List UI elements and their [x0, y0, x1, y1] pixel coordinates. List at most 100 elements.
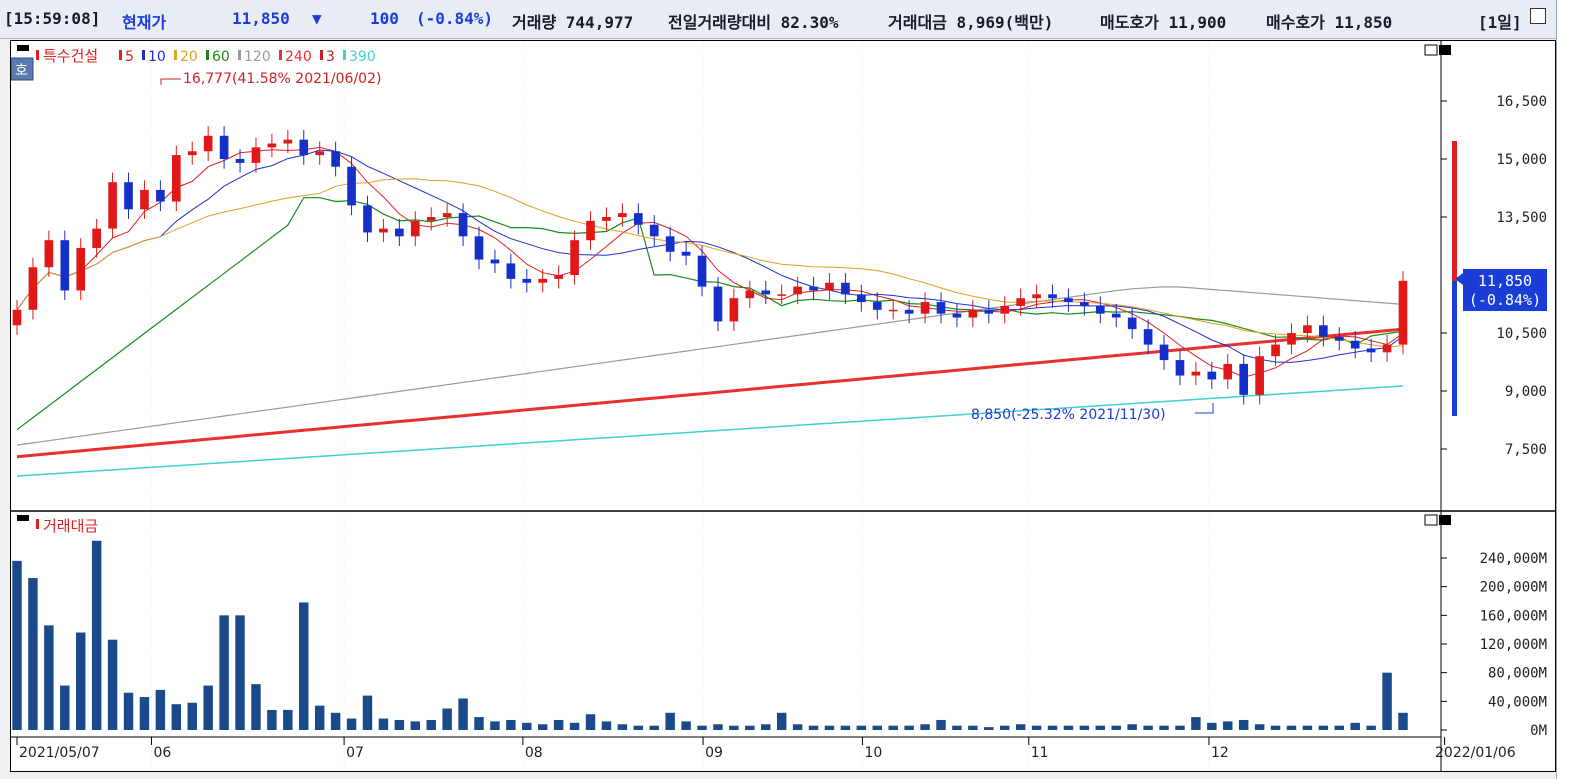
volume-bar — [283, 709, 293, 730]
candle-body — [363, 205, 372, 233]
volume-menu-icon[interactable] — [17, 515, 29, 521]
volume-bar — [490, 721, 500, 730]
candle-body — [1334, 336, 1344, 341]
volume-close-icon[interactable] — [1439, 515, 1451, 525]
volume-bar — [665, 712, 675, 730]
candle-body — [187, 151, 197, 156]
volume-bar — [617, 724, 628, 730]
volume-label: 거래량 744,977 — [512, 13, 634, 32]
candle-body — [108, 182, 117, 229]
x-tick-label: 06 — [153, 745, 171, 761]
candle-body — [793, 286, 802, 295]
candle-body — [618, 213, 627, 217]
volume-bar — [1223, 721, 1233, 730]
axes: 16,500 15,000 13,500 10,500 9,000 7,500 0M 40,0… — [11, 94, 1547, 761]
volume-bar — [1238, 719, 1249, 730]
legend-label: 240 — [285, 49, 312, 65]
x-tick-label: 10 — [864, 745, 882, 761]
volume-bar — [1159, 725, 1169, 730]
ma-line-5 — [16, 146, 1404, 378]
side-button-label: 호 — [15, 63, 28, 79]
low-marker — [1195, 403, 1214, 414]
maximize-icon[interactable] — [1424, 44, 1438, 56]
volume-bar — [314, 705, 325, 730]
volume-bar — [729, 725, 739, 730]
candle-body — [1016, 298, 1025, 306]
volume-bar — [1143, 725, 1153, 730]
close-icon[interactable] — [1439, 45, 1451, 55]
volume-bar — [91, 540, 102, 730]
candle-body — [777, 294, 787, 296]
candle-body — [1366, 348, 1376, 353]
volume-bar — [442, 708, 452, 730]
candle-body — [251, 147, 261, 163]
candle-body — [76, 247, 86, 291]
chart-panel: 16,500 15,000 13,500 10,500 9,000 7,500 0M 40,0… — [10, 40, 1556, 772]
x-tick-label: 09 — [705, 745, 723, 761]
volume-bar — [155, 689, 166, 730]
volume-bar — [856, 725, 867, 730]
volume-bar — [1031, 725, 1042, 730]
volume-bar — [1095, 725, 1106, 730]
candle-body — [1048, 294, 1057, 299]
volume-bar — [267, 709, 277, 730]
candle-body — [171, 155, 181, 202]
candle-body — [347, 166, 356, 206]
price-tick-label: 10,500 — [1496, 326, 1547, 342]
ma-legend: 5 10 20 60 120 240 3 390 — [119, 49, 376, 65]
candle-body — [1127, 317, 1137, 330]
volume-tick-label: 160,000M — [1480, 608, 1547, 624]
candle-body — [920, 302, 930, 314]
candle-body — [602, 217, 611, 221]
volume-bar — [633, 725, 644, 730]
volume-bar — [426, 719, 436, 730]
candle-body — [633, 213, 643, 225]
candle-body — [442, 213, 452, 217]
candle-body — [203, 135, 213, 152]
volume-bar — [553, 719, 564, 730]
volume-bar — [458, 698, 468, 730]
grid — [150, 41, 1210, 771]
volume-bar — [187, 702, 197, 730]
volume-bar — [537, 724, 548, 730]
candle-body — [1080, 302, 1089, 306]
volume-bar — [968, 725, 978, 730]
trade-amount: 거래대금 8,969(백만) — [888, 13, 1054, 32]
volume-bar — [1063, 725, 1074, 730]
candle-body — [1032, 294, 1041, 299]
volume-bar — [824, 725, 835, 730]
volume-bar — [569, 722, 580, 730]
ma-line-10 — [16, 149, 1404, 363]
candle-body — [331, 151, 340, 167]
volume-bar — [346, 718, 357, 730]
prev-volume-ratio: 전일거래량대비 82.30% — [668, 13, 839, 32]
window-toggle-icon[interactable] — [1530, 8, 1546, 24]
volume-tick-label: 40,000M — [1488, 694, 1547, 710]
candle-body — [1303, 325, 1312, 333]
price-tick-label: 7,500 — [1505, 442, 1547, 458]
candle-body — [729, 298, 739, 322]
volume-bar — [745, 725, 755, 730]
side-button[interactable] — [11, 57, 34, 81]
volume-bar — [1191, 717, 1201, 730]
candle-body — [283, 139, 293, 144]
candle-body — [395, 228, 404, 237]
candle-body — [299, 139, 309, 156]
candle-body — [410, 220, 420, 237]
legend-swatch — [343, 50, 346, 60]
candle-body — [936, 302, 946, 314]
high-marker — [160, 78, 181, 85]
price-tick-label: 9,000 — [1505, 384, 1547, 400]
candle-body — [124, 182, 133, 210]
volume-bar — [251, 684, 261, 730]
candle-body — [1191, 371, 1201, 376]
volume-maximize-icon[interactable] — [1424, 514, 1438, 526]
candle-body — [379, 228, 388, 233]
volume-tick-label: 200,000M — [1480, 580, 1547, 596]
volume-bar — [904, 725, 914, 730]
panel-menu-icon[interactable] — [17, 45, 29, 51]
volume-bar — [984, 727, 994, 730]
volume-bar — [123, 692, 134, 730]
period-selector[interactable]: [1일] — [1478, 13, 1522, 32]
